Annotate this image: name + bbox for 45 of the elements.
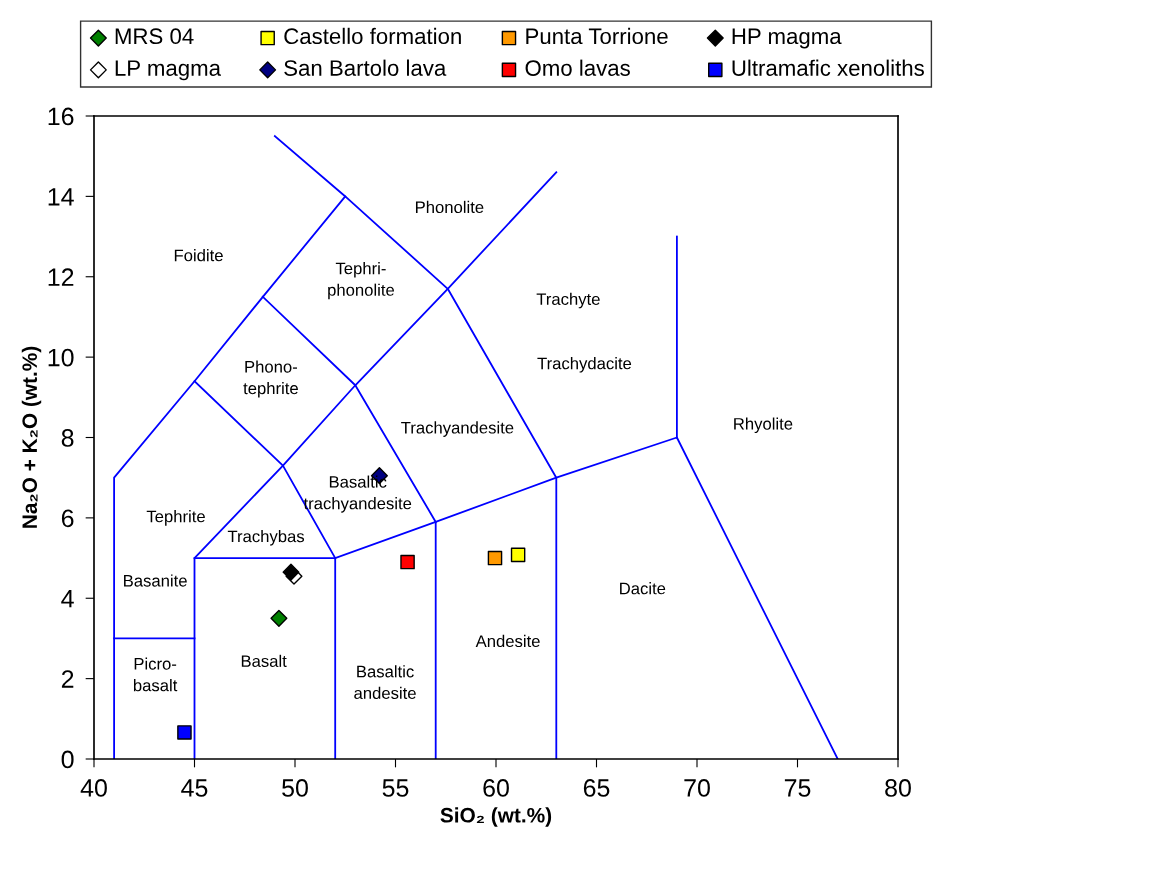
annotation: Trachyte — [536, 292, 600, 309]
y-tick-label: 0 — [61, 750, 74, 769]
annotation: Phono- tephrite — [243, 360, 298, 398]
annotation: Basanite — [124, 574, 187, 587]
x-tick-label: 70 — [684, 779, 710, 797]
legend-label: Castello formation — [284, 27, 461, 45]
legend-label: LP magma — [115, 60, 221, 81]
annotation: Trachyandesite — [401, 421, 514, 437]
y-tick-label: 10 — [48, 348, 74, 367]
legend-label: San Bartolo lava — [284, 59, 447, 76]
legend-label: Omo lavas — [525, 59, 630, 76]
x-tick-label: 60 — [483, 779, 509, 797]
y-axis-title: Na₂O + K₂O (wt.%) — [21, 346, 42, 528]
legend-label: Ultramafic xenoliths — [732, 59, 924, 76]
legend-label: Punta Torrione — [526, 27, 668, 45]
y-tick-label: 14 — [48, 188, 74, 206]
x-axis-title: SiO₂ (wt.%) — [440, 807, 552, 827]
annotation: Phonolite — [415, 200, 484, 214]
y-tick-label: 2 — [61, 670, 74, 688]
x-tick-label: 55 — [382, 779, 409, 797]
annotation: Basaltic andesite — [354, 665, 416, 700]
annotation: Foidite — [174, 249, 223, 262]
y-tick-label: 12 — [48, 268, 74, 286]
y-tick-label: 8 — [61, 429, 74, 447]
annotation: Picro- basalt — [133, 657, 178, 692]
x-tick-label: 80 — [885, 779, 911, 797]
y-tick-label: 16 — [48, 107, 74, 126]
legend-label: MRS 04 — [115, 28, 194, 45]
annotation: Tephri- phonolite — [328, 262, 395, 300]
y-tick-label: 6 — [61, 509, 74, 528]
annotation: Tephrite — [146, 510, 205, 526]
x-tick-label: 75 — [784, 779, 811, 797]
y-tick-label: 4 — [61, 590, 74, 608]
annotation: Dacite — [620, 582, 666, 595]
annotation: Trachybas — [227, 530, 305, 546]
x-tick-label: 45 — [181, 779, 208, 797]
x-tick-label: 65 — [583, 779, 610, 797]
annotation: Andesite — [475, 634, 540, 648]
annotation: Basaltic trachyandesite — [303, 475, 412, 513]
x-tick-label: 50 — [282, 779, 308, 797]
legend-label: HP magma — [732, 28, 842, 49]
annotation: Basalt — [241, 654, 287, 668]
x-tick-label: 40 — [80, 779, 107, 797]
annotation: Trachydacite — [537, 357, 632, 373]
annotation: Rhyolite — [734, 417, 793, 434]
